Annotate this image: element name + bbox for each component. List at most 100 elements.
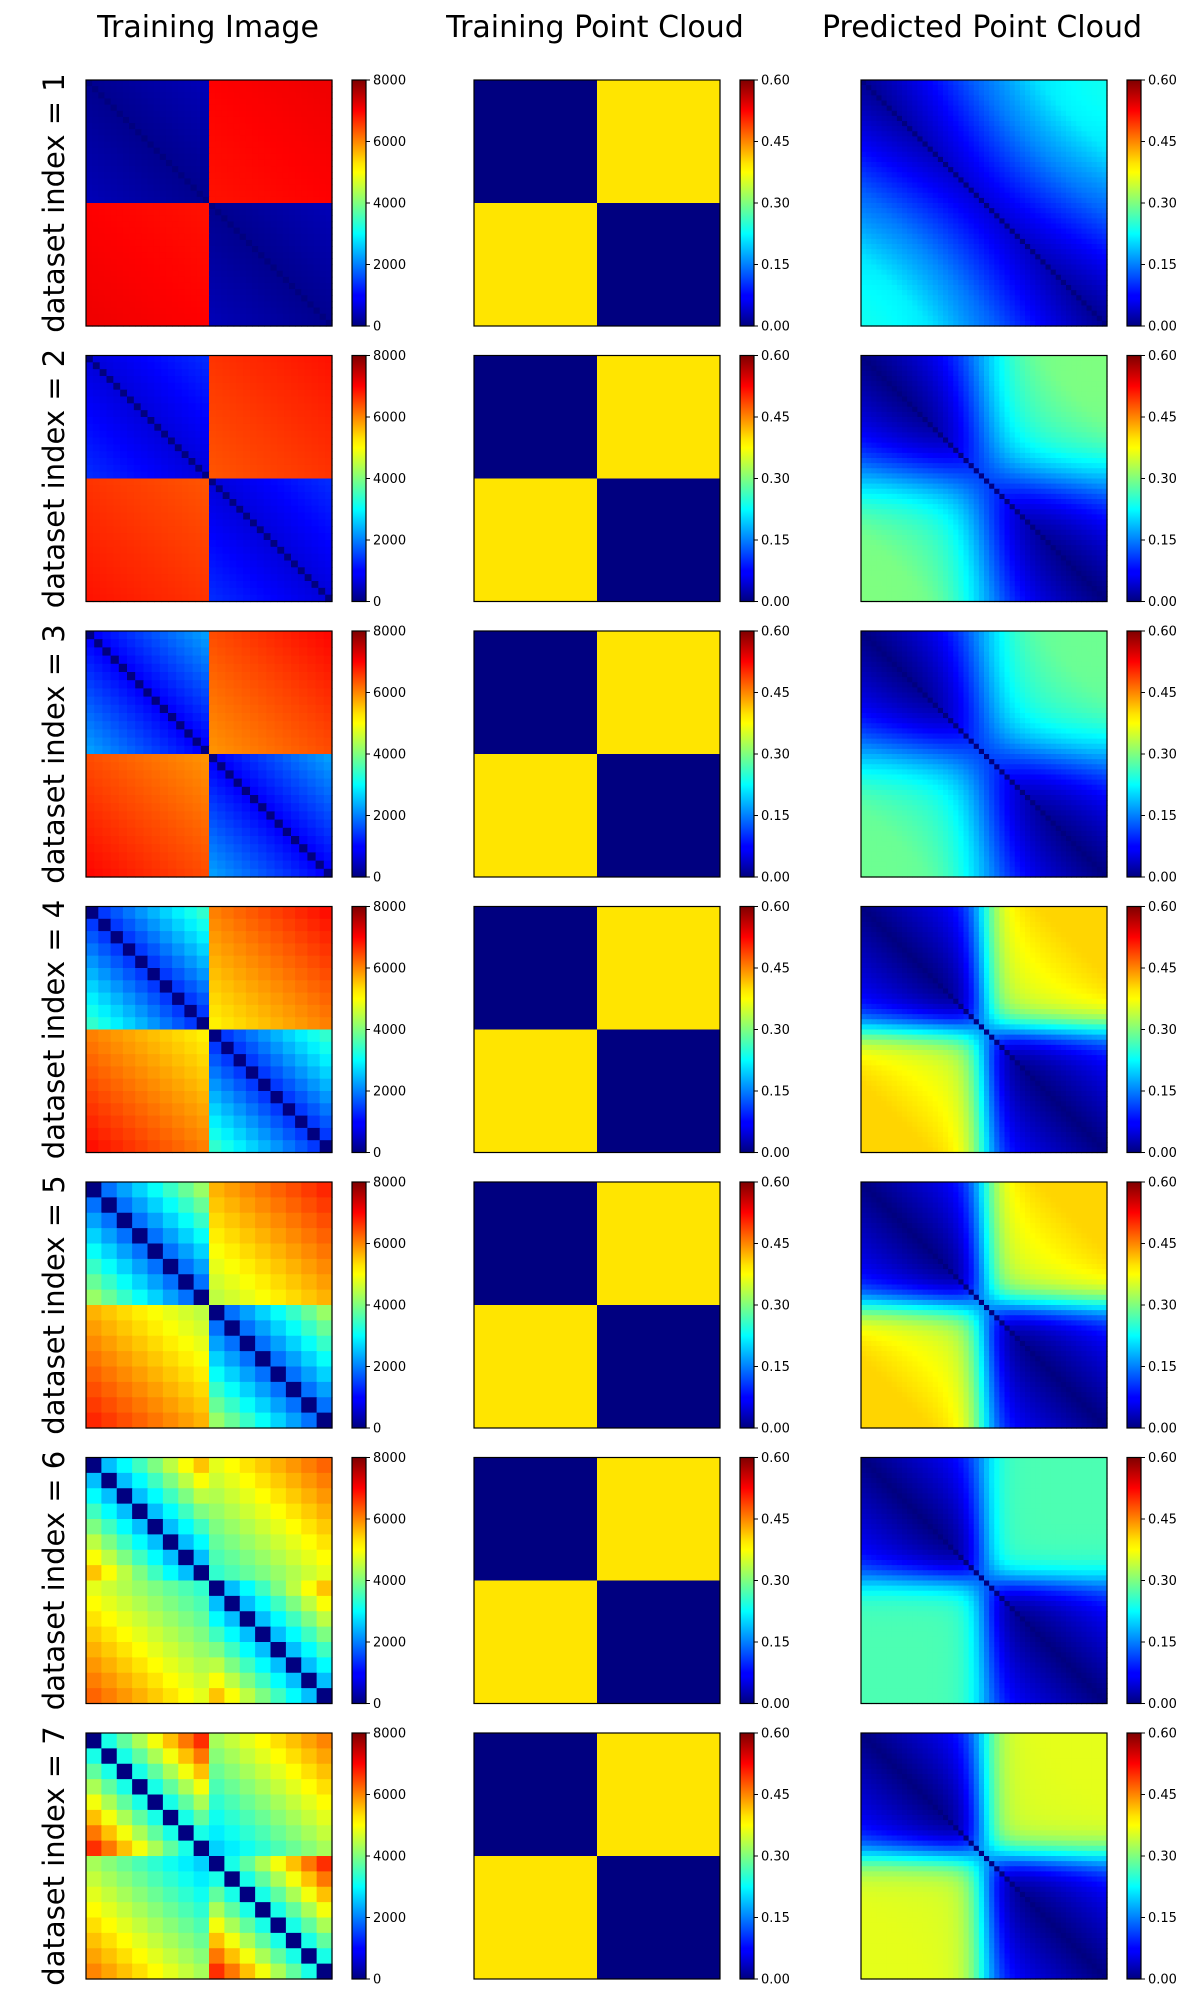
heatmap-cell [168,512,176,521]
heatmap-cell [896,90,903,96]
heatmap-cell [1096,320,1103,327]
heatmap-cell [297,485,306,493]
heatmap-cell [927,269,934,276]
heatmap-cell [135,98,142,106]
heatmap-cell [1055,218,1062,225]
heatmap-cell [252,147,259,155]
heatmap-cell [301,319,308,327]
heatmap-cell [120,376,128,384]
heatmap-cell [233,209,241,216]
heatmap-cell [282,123,290,130]
heatmap-cell [866,136,872,143]
heatmap-cell [1071,264,1077,271]
heatmap-cell [174,492,183,500]
heatmap-cell [195,396,203,404]
heatmap-cell [953,146,959,153]
heatmap-cell [92,80,99,87]
heatmap-cell [1066,264,1072,271]
heatmap-cell [270,437,278,445]
heatmap-cell [1091,238,1098,245]
heatmap-cell [325,307,333,315]
heatmap-cell [932,126,939,132]
heatmap-cell [1071,110,1077,117]
heatmap-cell [973,110,980,117]
heatmap-cell [932,233,939,240]
heatmap-cell [1040,290,1047,296]
heatmap-cell [1050,192,1057,199]
heatmap-cell [1086,228,1093,235]
heatmap-cell [140,451,149,459]
heatmap-cell [236,355,244,363]
heatmap-cell [891,131,898,137]
heatmap-cell [958,167,965,173]
heatmap-cell [953,295,959,301]
heatmap-cell [1071,126,1077,132]
heatmap-cell [325,221,333,229]
heatmap-cell [295,147,302,155]
heatmap-cell [917,105,924,112]
heatmap-cell [886,310,893,317]
heatmap-cell [127,485,135,493]
heatmap-cell [301,258,308,266]
heatmap-cell [215,215,222,223]
heatmap-cell [1040,233,1047,240]
heatmap-cell [122,209,130,216]
heatmap-cell [86,319,93,327]
heatmap-cell [196,289,204,296]
heatmap-cell [973,208,980,214]
heatmap-cell [276,282,284,290]
heatmap-cell [161,485,169,493]
heatmap-cell [153,104,161,112]
heatmap-cell [861,162,867,168]
heatmap-cell [92,533,101,541]
heatmap-cell [1071,85,1077,91]
heatmap-cell [181,389,190,398]
heatmap-cell [252,110,259,118]
heatmap-cell [263,492,272,500]
heatmap-cell [319,135,327,143]
heatmap-cell [291,403,299,411]
heatmap-cell [325,147,333,155]
heatmap-cell [245,252,253,259]
heatmap-cell [92,430,101,439]
heatmap-cell [227,123,235,130]
heatmap-cell [264,276,272,284]
heatmap-cell [932,238,939,245]
heatmap-cell [912,100,918,107]
heatmap-cell [133,540,142,548]
heatmap-cell [871,300,877,307]
heatmap-cell [270,215,278,223]
heatmap-cell [876,279,883,286]
heatmap-cell [86,159,93,167]
heatmap-cell [264,86,272,93]
heatmap-cell [252,239,259,247]
heatmap-cell [165,86,173,93]
heatmap-cell [215,159,222,167]
heatmap-cell [307,221,315,229]
heatmap-cell [999,279,1006,286]
heatmap-cell [184,227,192,235]
heatmap-cell [92,227,99,235]
heatmap-cell [1014,187,1021,194]
heatmap-cell [953,197,959,204]
heatmap-cell [245,166,253,173]
heatmap-cell [92,153,99,161]
heatmap-cell [297,376,306,384]
heatmap-cell [153,203,161,210]
heatmap-cell [147,355,155,363]
heatmap-cell [958,228,965,235]
heatmap-cell [282,313,290,321]
heatmap-cell [876,100,883,107]
heatmap-cell [1050,213,1057,219]
heatmap-cell [319,110,327,118]
heatmap-cell [245,196,253,204]
heatmap-cell [1009,254,1016,260]
heatmap-cell [984,192,990,199]
heatmap-cell [110,98,118,106]
heatmap-cell [1019,269,1026,276]
heatmap-cell [1066,182,1072,189]
heatmap-cell [297,512,306,521]
heatmap-cell [277,492,285,500]
heatmap-cell [871,228,877,235]
heatmap-cell [917,249,924,255]
